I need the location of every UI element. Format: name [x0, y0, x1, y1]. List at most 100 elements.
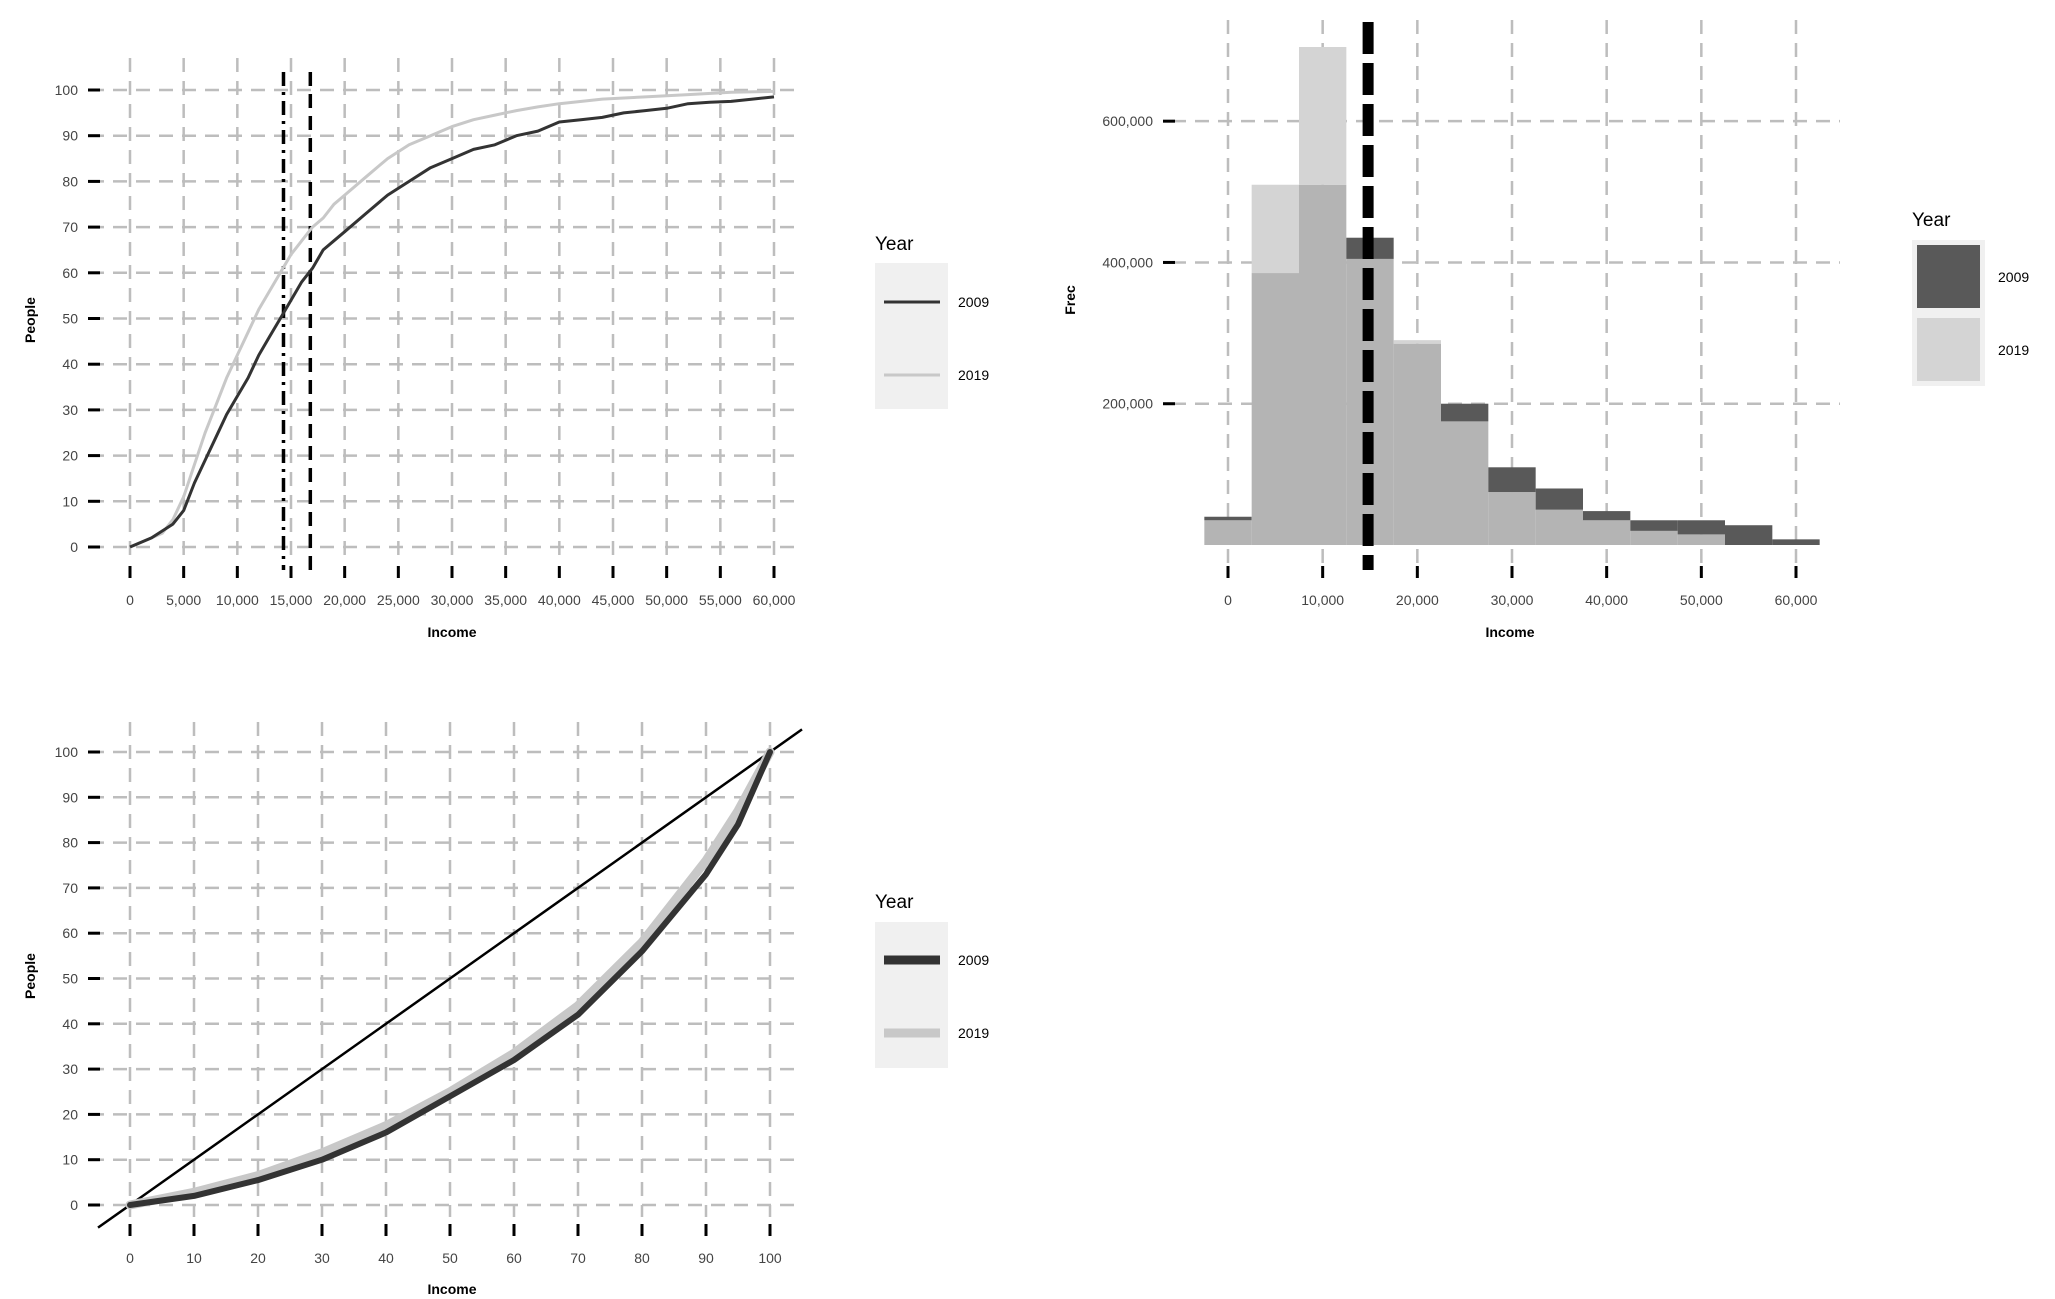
equality-line: [97, 728, 803, 1229]
x-tick-label: 55,000: [699, 592, 742, 608]
x-tick-label: 50,000: [645, 592, 688, 608]
x-tick-label: 10: [186, 1250, 202, 1266]
x-tick-label: 25,000: [377, 592, 420, 608]
y-tick-label: 60: [62, 265, 78, 281]
bar-overlap: [1488, 492, 1536, 545]
x-tick-label: 60,000: [1775, 592, 1818, 608]
bar-2019: [1299, 47, 1347, 185]
x-tick-label: 0: [1224, 592, 1232, 608]
x-tick-label: 30,000: [431, 592, 474, 608]
bar-2009: [1488, 467, 1536, 493]
bar-2009: [1630, 520, 1678, 531]
x-tick-label: 50: [442, 1250, 458, 1266]
y-axis-title: People: [22, 953, 38, 999]
y-tick-label: 200,000: [1102, 396, 1153, 412]
x-tick-label: 0: [126, 1250, 134, 1266]
y-tick-label: 40: [62, 356, 78, 372]
y-axis-title: People: [22, 297, 38, 343]
lorenz-line-2009: [127, 749, 773, 1208]
y-tick-label: 90: [62, 128, 78, 144]
bar-2009: [1725, 525, 1773, 545]
bar-overlap: [1299, 184, 1347, 545]
legend-label-2009: 2009: [1998, 269, 2029, 285]
y-tick-label: 20: [62, 1106, 78, 1122]
bar-2009: [1583, 511, 1631, 521]
legend-label-2009: 2009: [958, 952, 989, 968]
legend-label-2019: 2019: [958, 1025, 989, 1041]
bar-overlap: [1535, 509, 1583, 545]
bar-2009: [1677, 520, 1725, 535]
y-tick-label: 0: [70, 539, 78, 555]
y-tick-label: 10: [62, 493, 78, 509]
y-tick-label: 50: [62, 311, 78, 327]
x-tick-label: 0: [126, 592, 134, 608]
income-histogram-chart: 200,000 400,000 600,000 0 10,000 20,000 30,000…: [1062, 20, 2029, 640]
x-axis-title: Income: [427, 1281, 476, 1297]
x-tick-label: 100: [758, 1250, 782, 1266]
legend-key-2009: [1917, 245, 1980, 308]
x-tick-label: 60,000: [753, 592, 796, 608]
cumulative-income-chart: 0 10 20 30 40 50 60 70 80 90 100 0 5,000 10,000 15,000…: [22, 58, 989, 640]
y-tick-label: 600,000: [1102, 113, 1153, 129]
y-tick-label: 400,000: [1102, 254, 1153, 270]
legend-label-2009: 2009: [958, 294, 989, 310]
y-axis-title: Frec: [1062, 285, 1078, 315]
x-tick-label: 30,000: [1491, 592, 1534, 608]
bar-overlap: [1677, 534, 1725, 545]
y-tick-label: 70: [62, 880, 78, 896]
y-tick-label: 50: [62, 971, 78, 987]
lorenz-curve-chart: 0 10 20 30 40 50 60 70 80 90 100 0 10 20 30 40 50 60 70 80 9…: [22, 722, 989, 1297]
x-tick-label: 45,000: [592, 592, 635, 608]
x-tick-label: 40: [378, 1250, 394, 1266]
bar-overlap: [1393, 343, 1441, 545]
y-tick-label: 30: [62, 1061, 78, 1077]
bar-overlap: [1630, 530, 1678, 545]
legend-box: [875, 922, 948, 1068]
y-tick-label: 40: [62, 1016, 78, 1032]
x-tick-label: 40,000: [1585, 592, 1628, 608]
legend-label-2019: 2019: [1998, 342, 2029, 358]
series-line-2019: [129, 89, 775, 549]
y-tick-label: 100: [55, 82, 79, 98]
x-tick-label: 10,000: [216, 592, 259, 608]
bar-2009: [1204, 516, 1252, 521]
y-tick-label: 70: [62, 219, 78, 235]
x-tick-label: 5,000: [166, 592, 201, 608]
bar-2009: [1441, 403, 1489, 422]
y-tick-label: 90: [62, 789, 78, 805]
bar-overlap: [1583, 520, 1631, 545]
bar-2019: [1393, 340, 1441, 344]
legend-title: Year: [875, 234, 914, 255]
y-tick-label: 80: [62, 173, 78, 189]
legend-label-2019: 2019: [958, 367, 989, 383]
legend-key-2019: [1917, 318, 1980, 381]
y-tick-label: 100: [55, 744, 79, 760]
x-tick-label: 50,000: [1680, 592, 1723, 608]
y-tick-label: 20: [62, 448, 78, 464]
x-tick-label: 15,000: [270, 592, 313, 608]
x-tick-label: 70: [570, 1250, 586, 1266]
x-tick-label: 10,000: [1301, 592, 1344, 608]
y-tick-label: 0: [70, 1197, 78, 1213]
bar-overlap: [1441, 421, 1489, 545]
x-tick-label: 30: [314, 1250, 330, 1266]
y-tick-label: 60: [62, 925, 78, 941]
bar-2009: [1772, 539, 1820, 545]
x-tick-label: 90: [698, 1250, 714, 1266]
x-axis-title: Income: [427, 624, 476, 640]
legend-box: [875, 263, 948, 409]
lorenz-line-2019: [125, 747, 775, 1210]
bar-2019: [1251, 184, 1299, 274]
legend-title: Year: [1912, 210, 1951, 231]
bar-2009: [1535, 488, 1583, 510]
x-tick-label: 80: [634, 1250, 650, 1266]
bar-overlap: [1251, 273, 1299, 545]
y-tick-label: 10: [62, 1152, 78, 1168]
x-tick-label: 20,000: [1396, 592, 1439, 608]
x-axis-title: Income: [1485, 624, 1534, 640]
x-tick-label: 35,000: [484, 592, 527, 608]
y-tick-label: 30: [62, 402, 78, 418]
x-tick-label: 40,000: [538, 592, 581, 608]
series-line-2009: [129, 95, 775, 549]
